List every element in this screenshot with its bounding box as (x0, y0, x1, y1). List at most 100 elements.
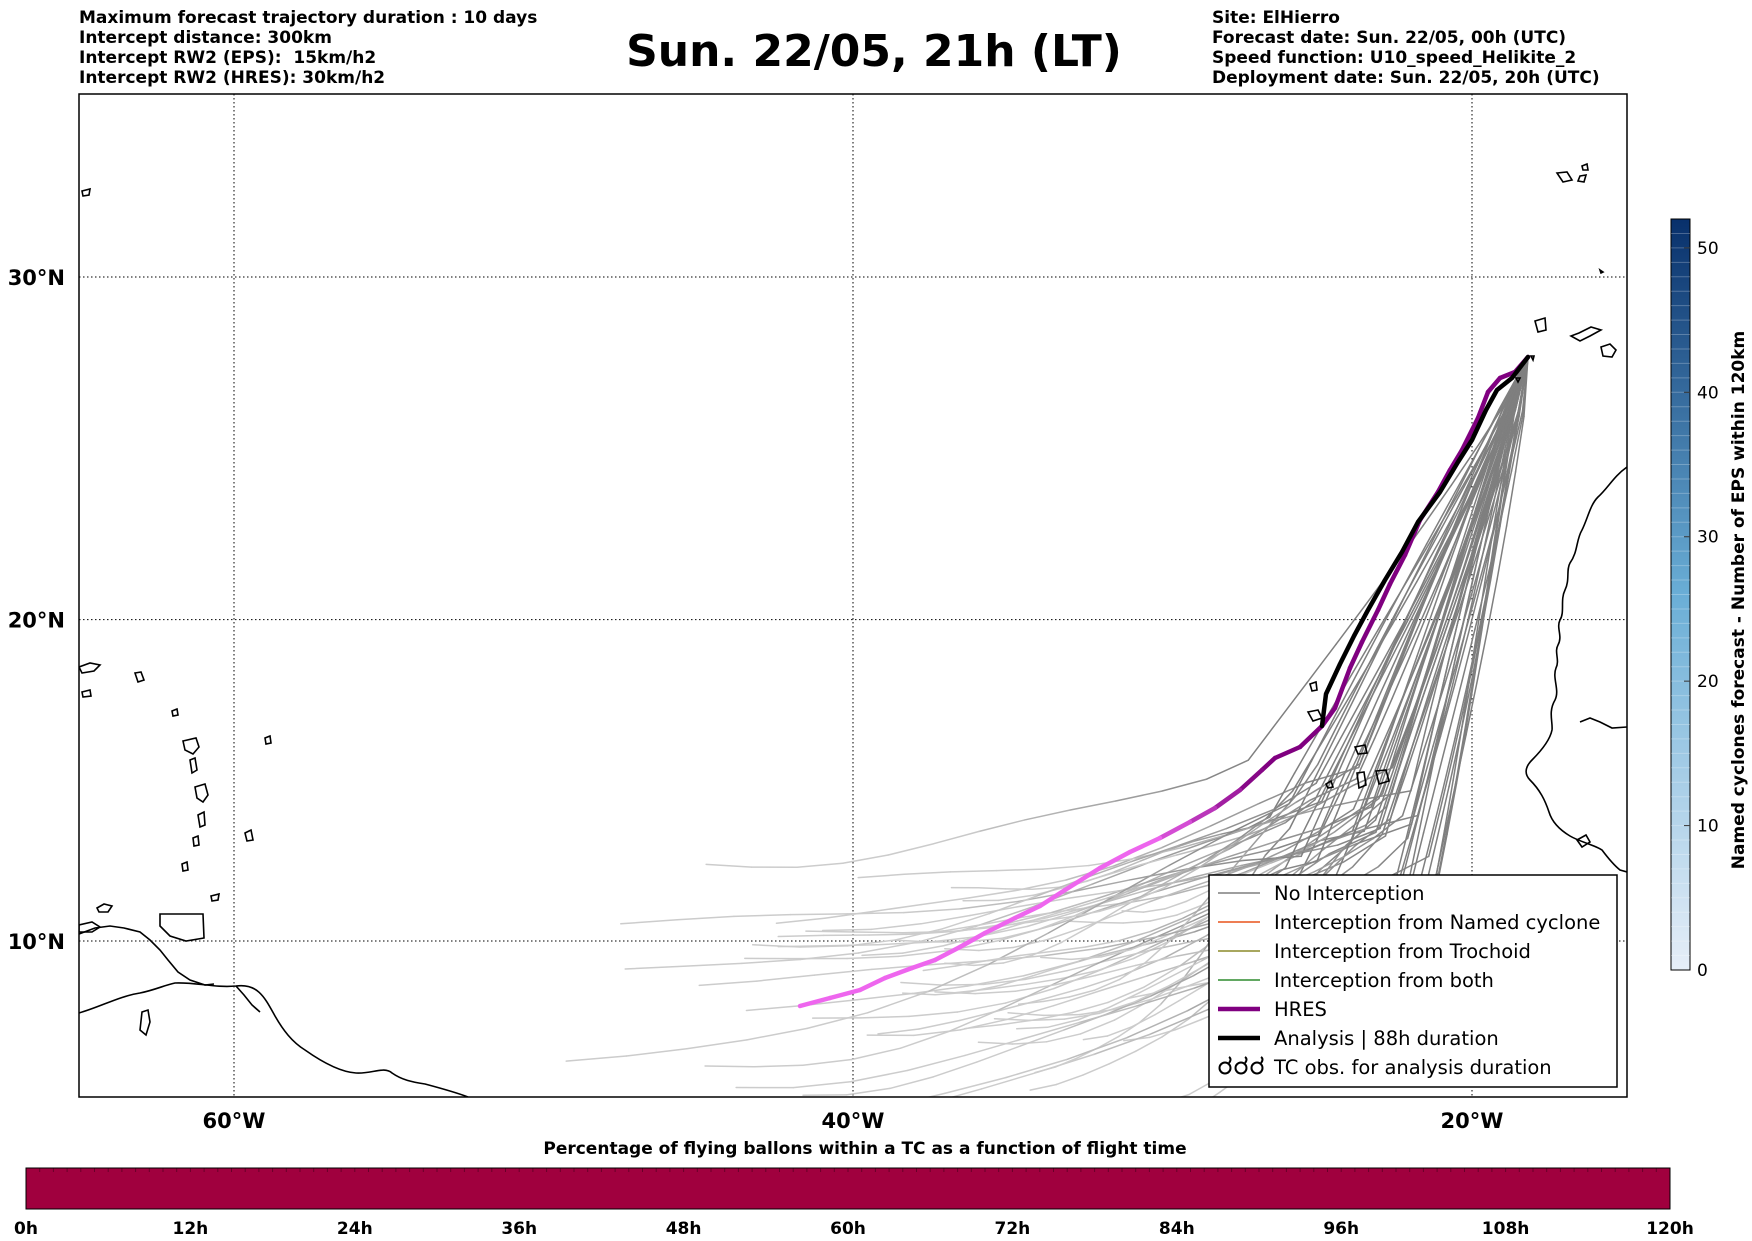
eps-trajectory-segment (1149, 974, 1195, 997)
lat-tick-label: 20°N (8, 609, 65, 633)
eps-trajectory-segment (1284, 798, 1316, 824)
eps-trajectory-segment (1443, 628, 1457, 681)
hres-trajectory-segment (1237, 767, 1265, 793)
eps-trajectory-segment (1407, 781, 1421, 833)
eps-trajectory-segment (928, 959, 988, 966)
eps-trajectory-segment (1344, 639, 1373, 686)
eps-trajectory-segment (1019, 950, 1054, 957)
eps-trajectory-segment (1444, 638, 1460, 685)
eps-trajectory-segment (1284, 830, 1321, 851)
coast-azores-2 (1576, 174, 1588, 183)
eps-trajectory-segment (1227, 825, 1271, 851)
legend-label: Interception from Trochoid (1274, 940, 1531, 963)
eps-trajectory-segment (1359, 724, 1376, 765)
eps-trajectory-segment (1368, 739, 1388, 787)
hres-trajectory-segment (1127, 835, 1163, 855)
eps-trajectory-segment (1390, 730, 1408, 777)
eps-trajectory-segment (1448, 734, 1461, 788)
eps-trajectory-segment (1499, 471, 1510, 527)
eps-trajectory-segment (1454, 631, 1470, 686)
eps-trajectory-segment (1068, 920, 1098, 924)
eps-trajectory-segment (1014, 983, 1057, 992)
eps-trajectory-segment (1047, 898, 1110, 934)
eps-trajectory-segment (877, 941, 929, 946)
eps-trajectory-segment (1333, 720, 1361, 771)
eps-trajectory-segment (1440, 554, 1461, 604)
eps-trajectory-segment (1314, 756, 1338, 801)
eps-trajectory-segment (1401, 543, 1428, 589)
eps-trajectory-segment (1356, 646, 1381, 694)
eps-trajectory-segment (949, 869, 998, 873)
eps-trajectory-segment (1148, 874, 1180, 893)
eps-trajectory-segment (1419, 730, 1433, 783)
hres-trajectory-segment (1497, 369, 1518, 381)
eps-trajectory-segment (1447, 544, 1466, 591)
eps-trajectory-segment (1398, 603, 1422, 652)
eps-trajectory-segment (845, 1087, 891, 1096)
eps-trajectory-segment (777, 934, 825, 938)
eps-trajectory-segment (802, 1058, 853, 1067)
eps-trajectory-segment (1032, 916, 1068, 923)
eps-trajectory-segment (799, 945, 849, 948)
analysis-trajectory (1319, 354, 1531, 729)
hres-trajectory-segment (1259, 755, 1278, 773)
eps-trajectory-segment (1354, 823, 1413, 845)
eps-trajectory-segment (1099, 975, 1148, 992)
eps-trajectory-segment (703, 1131, 764, 1136)
eps-trajectory-segment (1049, 898, 1097, 914)
eps-trajectory-segment (685, 1039, 748, 1050)
lon-tick-label: 40°W (822, 1109, 885, 1133)
coast-canary-islands (1600, 343, 1617, 358)
eps-trajectory-segment (1431, 589, 1450, 635)
eps-trajectory-segment (1391, 750, 1405, 794)
eps-trajectory-segment (1416, 727, 1432, 773)
eps-trajectory-segment (1516, 356, 1529, 418)
eps-trajectory-segment (1514, 415, 1525, 473)
flight-time-bar-fill (25, 1167, 1671, 1210)
eps-trajectory-segment (956, 1002, 1007, 1013)
hres-trajectory-segment (957, 930, 988, 950)
eps-trajectory-segment (1442, 584, 1460, 630)
eps-trajectory-segment (1098, 901, 1133, 913)
eps-trajectory-segment (1486, 578, 1498, 633)
eps-trajectory-segment (1449, 511, 1469, 562)
eps-trajectory-segment (1441, 486, 1465, 529)
eps-trajectory-segment (1185, 890, 1208, 903)
hres-trajectory-segment (1187, 805, 1218, 825)
eps-trajectory-segment (1229, 823, 1264, 848)
eps-trajectory-segment (821, 928, 873, 932)
eps-trajectory-segment (1446, 783, 1458, 836)
eps-trajectory-segment (1021, 1021, 1081, 1040)
eps-trajectory-segment (1404, 729, 1422, 776)
eps-trajectory-segment (1106, 1026, 1132, 1037)
eps-trajectory-segment (1055, 1074, 1084, 1086)
eps-trajectory-segment (942, 924, 983, 932)
eps-trajectory-segment (1105, 884, 1148, 900)
eps-trajectory-segment (1405, 606, 1423, 648)
eps-trajectory-segment (1408, 615, 1427, 659)
eps-trajectory-segment (1265, 790, 1294, 820)
eps-trajectory-segment (1454, 553, 1473, 602)
eps-trajectory-segment (1054, 974, 1097, 986)
eps-trajectory-segment (1093, 901, 1133, 908)
hres-trajectory-segment (1459, 415, 1481, 453)
eps-trajectory-segment (976, 1045, 1021, 1063)
eps-trajectory-segment (1411, 786, 1427, 840)
eps-trajectory-segment (1448, 631, 1463, 686)
eps-trajectory-segment (1084, 940, 1119, 948)
coast-south-america (79, 982, 469, 1097)
eps-trajectory-segment (1427, 534, 1451, 579)
eps-trajectory-segment (1434, 829, 1446, 882)
eps-trajectory-segment (1435, 730, 1450, 784)
eps-trajectory-segment (913, 1029, 962, 1037)
eps-trajectory-segment (1510, 415, 1524, 472)
eps-trajectory-segment (1430, 665, 1443, 709)
eps-trajectory-segment (1374, 685, 1392, 726)
eps-trajectory-segment (1335, 604, 1367, 646)
eps-trajectory-segment (1452, 464, 1478, 517)
eps-trajectory-segment (1363, 663, 1387, 714)
eps-trajectory-segment (1470, 631, 1482, 685)
eps-trajectory-segment (1333, 692, 1358, 740)
eps-trajectory-segment (934, 991, 976, 995)
eps-trajectory-segment (902, 944, 945, 954)
